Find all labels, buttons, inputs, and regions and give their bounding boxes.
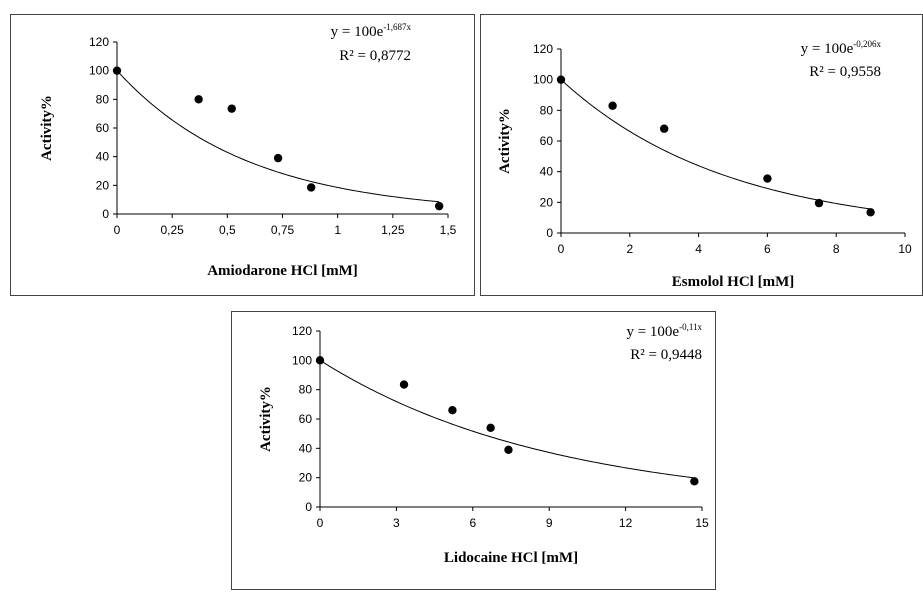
y-tick-label: 0	[305, 500, 312, 514]
equation-exponent: -0,206x	[853, 39, 881, 49]
y-tick-label: 120	[89, 35, 109, 49]
chart-lidocaine: 0 20 40 60 80 100 120 0 3 6 9 12 15 Lidocaine HCl [mM…	[258, 322, 709, 566]
y-axis-label: Activity%	[258, 386, 274, 452]
y-tick-label: 20	[540, 195, 554, 209]
data-point	[273, 153, 283, 163]
data-point	[763, 174, 772, 183]
equation-base: y = 100e	[331, 24, 384, 40]
x-tick-label: 12	[619, 516, 633, 530]
x-tick-label: 2	[626, 242, 633, 256]
data-point	[866, 208, 875, 217]
x-axis-label: Amiodarone HCl [mM]	[207, 263, 358, 279]
data-point	[399, 380, 409, 389]
equation-label: y = 100e-0,206x	[801, 39, 882, 57]
equation-label: y = 100e-1,687x	[331, 22, 412, 40]
y-tick-label: 0	[102, 207, 109, 221]
x-tick-label: 0,5	[219, 223, 236, 237]
x-tick-label: 0	[317, 516, 324, 530]
chart-esmolol: 0 20 40 60 80 100 120 0 2 4 6 8 10 Esmolol HCl [mM] Ac…	[497, 39, 912, 290]
data-point	[690, 477, 699, 486]
x-axis-label: Lidocaine HCl [mM]	[444, 550, 578, 566]
data-point	[556, 75, 566, 84]
trendline	[560, 79, 871, 210]
equation-exponent: -1,687x	[383, 22, 411, 32]
equation-exponent: -0,11x	[679, 322, 702, 332]
data-point	[814, 198, 824, 208]
trendline	[319, 359, 695, 479]
data-point	[112, 66, 122, 75]
data-point	[504, 445, 513, 454]
chart-amiodarone: 0 20 40 60 80 100 120 0 0,25 0,5 0,75 1 1,25 1,5 Amiod…	[39, 22, 457, 279]
data-point	[448, 406, 457, 415]
equation-base: y = 100e	[626, 324, 679, 340]
y-tick-label: 40	[540, 165, 554, 179]
x-tick-label: 1	[334, 223, 341, 237]
y-tick-label: 60	[540, 134, 554, 148]
y-tick-label: 80	[299, 383, 313, 397]
r-squared-label: R² = 0,9558	[809, 64, 881, 80]
x-tick-label: 0,25	[160, 223, 184, 237]
x-tick-label: 0	[114, 223, 121, 237]
panel-amiodarone: 0 20 40 60 80 100 120 0 0,25 0,5 0,75 1 1,25 1,5 Amiod…	[10, 14, 475, 296]
x-tick-label: 3	[393, 516, 400, 530]
data-point	[486, 423, 495, 432]
equation-base: y = 100e	[801, 41, 854, 57]
x-tick-label: 0	[558, 242, 565, 256]
y-tick-label: 80	[96, 92, 110, 106]
x-tick-label: 0,75	[271, 223, 295, 237]
x-tick-label: 4	[695, 242, 702, 256]
y-tick-label: 120	[533, 42, 553, 56]
y-tick-label: 40	[299, 441, 313, 455]
panel-lidocaine: 0 20 40 60 80 100 120 0 3 6 9 12 15 Lidocaine HCl [mM…	[231, 311, 716, 590]
r-squared-label: R² = 0,8772	[339, 48, 411, 64]
data-point	[194, 95, 203, 104]
x-tick-label: 1,25	[381, 223, 405, 237]
y-tick-label: 100	[292, 353, 312, 367]
x-tick-label: 9	[546, 516, 553, 530]
y-axis-label: Activity%	[497, 108, 513, 174]
data-point	[306, 183, 316, 192]
y-tick-label: 100	[533, 73, 553, 87]
data-point	[660, 124, 669, 133]
y-tick-label: 80	[540, 103, 554, 117]
x-axis-label: Esmolol HCl [mM]	[672, 274, 794, 290]
x-tick-label: 6	[469, 516, 476, 530]
y-tick-label: 60	[299, 412, 313, 426]
data-point	[608, 101, 617, 110]
y-tick-label: 20	[96, 178, 110, 192]
y-tick-label: 120	[292, 324, 312, 338]
x-tick-label: 6	[764, 242, 771, 256]
data-point	[315, 356, 325, 365]
x-tick-label: 1,5	[440, 223, 457, 237]
y-tick-label: 60	[96, 121, 110, 135]
trendline	[116, 70, 440, 203]
x-tick-label: 15	[695, 516, 709, 530]
y-axis-label: Activity%	[39, 95, 55, 161]
data-point	[434, 201, 444, 211]
y-tick-label: 40	[96, 150, 110, 164]
y-tick-label: 20	[299, 471, 313, 485]
equation-label: y = 100e-0,11x	[626, 322, 702, 340]
data-point	[227, 104, 236, 113]
y-tick-label: 100	[89, 64, 109, 78]
x-tick-label: 10	[898, 242, 912, 256]
x-tick-label: 8	[833, 242, 840, 256]
y-tick-label: 0	[546, 226, 553, 240]
r-squared-label: R² = 0,9448	[630, 347, 702, 363]
panel-esmolol: 0 20 40 60 80 100 120 0 2 4 6 8 10 Esmolol HCl [mM] Ac…	[480, 14, 923, 296]
